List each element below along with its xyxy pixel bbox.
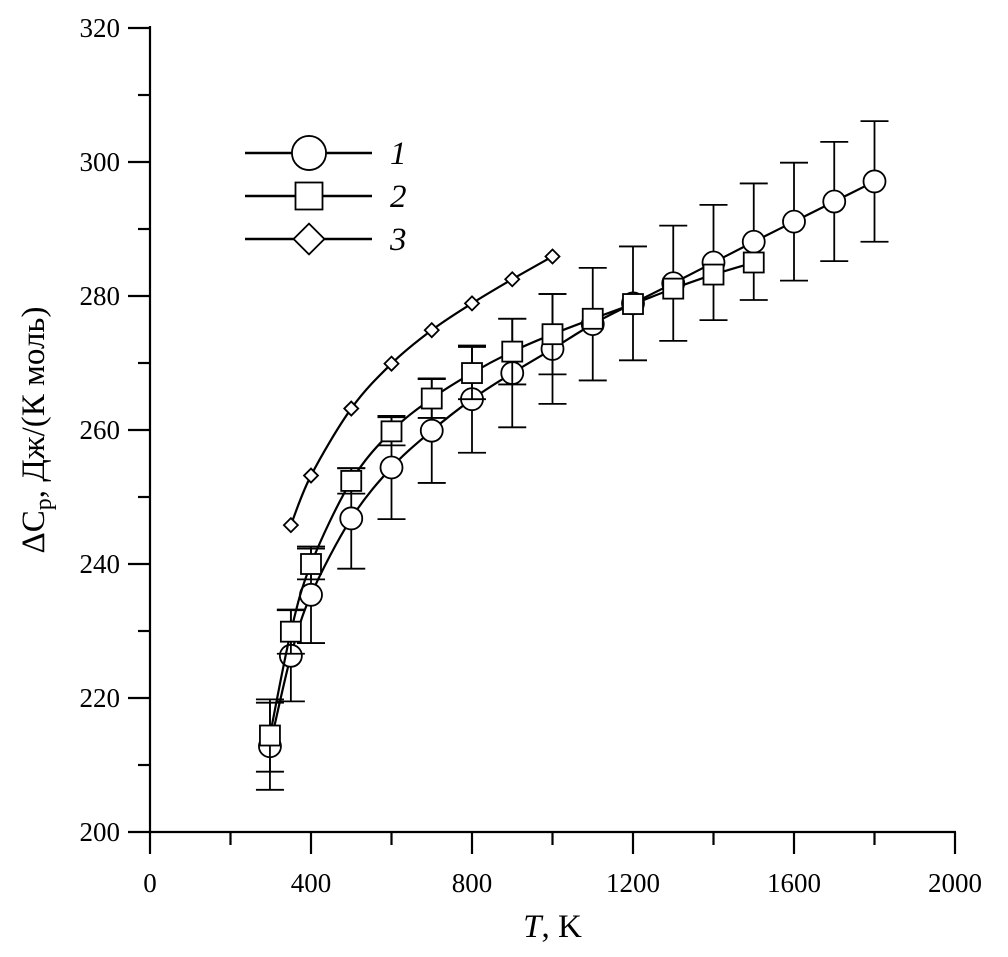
series-2-point [662, 277, 685, 300]
legend-label: 2 [390, 179, 407, 215]
y-tick-label: 220 [80, 683, 121, 713]
series-2-point [259, 724, 281, 747]
x-tick-label: 400 [291, 868, 332, 898]
series-2-point [300, 553, 322, 575]
series-1-point [419, 418, 444, 443]
y-tick-label: 260 [80, 415, 121, 445]
series-3-point [463, 295, 481, 312]
y-tick-label: 300 [80, 147, 121, 177]
series-3-point [503, 270, 521, 288]
series-3-point [282, 516, 300, 534]
series-2 [255, 251, 765, 773]
series-2-point [461, 362, 483, 384]
series-3-point [342, 400, 360, 417]
y-tick-label: 200 [80, 817, 121, 847]
y-tick-label: 320 [80, 13, 121, 43]
series-2-point [380, 420, 403, 443]
series-3 [282, 248, 561, 534]
y-axis-title-subscript: p [31, 498, 57, 510]
legend-label: 1 [390, 136, 407, 172]
y-tick-label: 240 [80, 549, 121, 579]
tick-labels: 0 400 800 1200 1600 2000 200 220 240 260 280 300 320 [80, 13, 983, 898]
series-2-point [622, 293, 644, 315]
x-tick-label: 1200 [606, 868, 660, 898]
series-2-point [279, 620, 302, 643]
series-1-point [822, 189, 847, 214]
x-axis-title-unit: , K [542, 909, 583, 945]
x-tick-label: 800 [452, 868, 493, 898]
series-2-point [501, 340, 524, 363]
series-layer [255, 120, 889, 791]
series-3-point [383, 355, 400, 372]
x-axis-title: T, K [523, 909, 582, 945]
legend-marker [292, 222, 326, 256]
series-1-line [268, 180, 875, 747]
y-axis-title-symbol: ΔC [16, 510, 52, 553]
series-2-point [742, 251, 765, 274]
x-axis-title-variable: T [523, 909, 544, 945]
legend-marker [294, 181, 324, 211]
legend: 1 2 3 [245, 135, 407, 258]
series-3-point [423, 321, 441, 339]
legend-marker [291, 135, 327, 171]
ticks [128, 26, 957, 854]
legend-item-1: 1 [245, 135, 407, 172]
series-1-point [379, 455, 404, 480]
series-1-point [782, 209, 806, 234]
legend-label: 3 [389, 222, 407, 258]
y-tick-label: 280 [80, 281, 121, 311]
series-2-point [541, 323, 564, 346]
series-3-point [544, 248, 561, 265]
series-2-point [702, 263, 725, 286]
series-1-point [741, 229, 766, 254]
series-1 [255, 120, 889, 791]
y-axis-title-unit: , Дж/(К моль) [16, 307, 52, 499]
y-axis-title: ΔCp, Дж/(К моль) [16, 307, 57, 554]
series-2-point [581, 307, 604, 330]
legend-item-3: 3 [245, 222, 407, 258]
x-tick-label: 0 [143, 868, 157, 898]
legend-item-2: 2 [245, 179, 407, 215]
series-1-point [862, 169, 887, 194]
x-tick-label: 1600 [767, 868, 821, 898]
series-2-point [340, 470, 363, 492]
x-tick-label: 2000 [928, 868, 982, 898]
series-2-point [420, 387, 443, 410]
series-3-point [302, 467, 320, 484]
series-1-point [339, 506, 364, 531]
